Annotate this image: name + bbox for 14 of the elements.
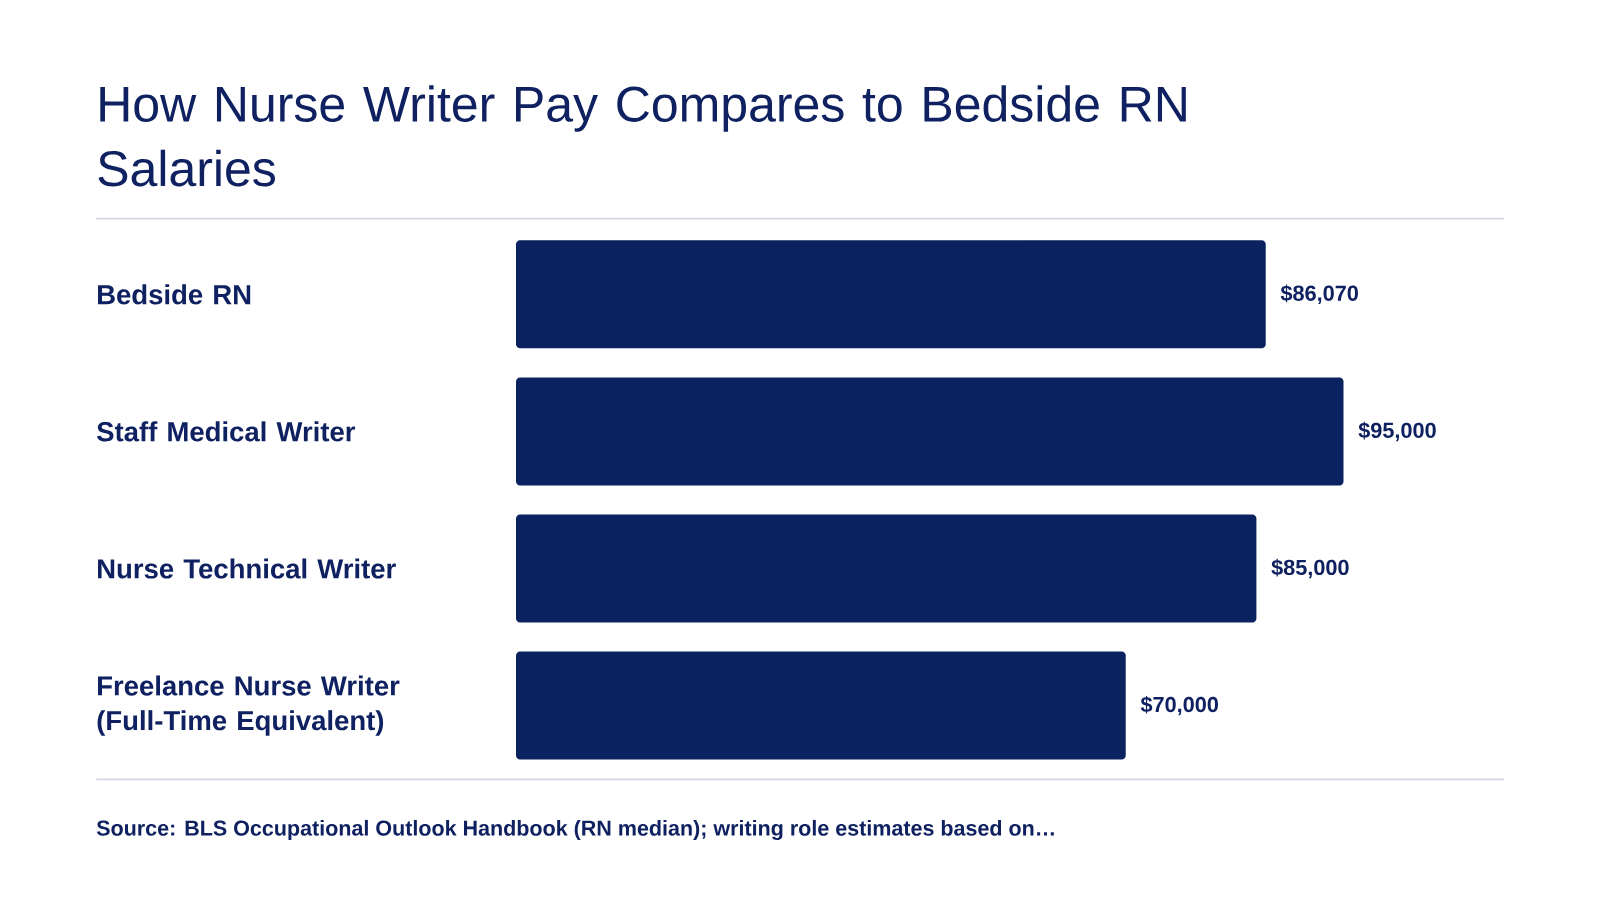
bar <box>516 240 1266 349</box>
data-label: $95,000 <box>1358 421 1436 442</box>
data-label: $70,000 <box>1140 695 1218 716</box>
data-label: $86,070 <box>1280 284 1358 305</box>
y-tick-label: Freelance Nurse Writer (Full-Time Equivalent) <box>97 675 400 736</box>
chart-title: How Nurse Writer Pay Compares to Bedside RN Salaries <box>98 85 1186 187</box>
bar <box>516 651 1126 760</box>
bar <box>516 377 1344 486</box>
y-tick-label: Staff Medical Writer <box>97 421 356 442</box>
source-note: Source: BLS Occupational Outlook Handbook (RN median); writing role estimates based on… <box>96 819 1054 841</box>
bar <box>516 514 1257 623</box>
data-label: $85,000 <box>1271 558 1349 579</box>
y-tick-label: Nurse Technical Writer <box>98 558 396 579</box>
y-tick-label: Bedside RN <box>98 284 251 305</box>
